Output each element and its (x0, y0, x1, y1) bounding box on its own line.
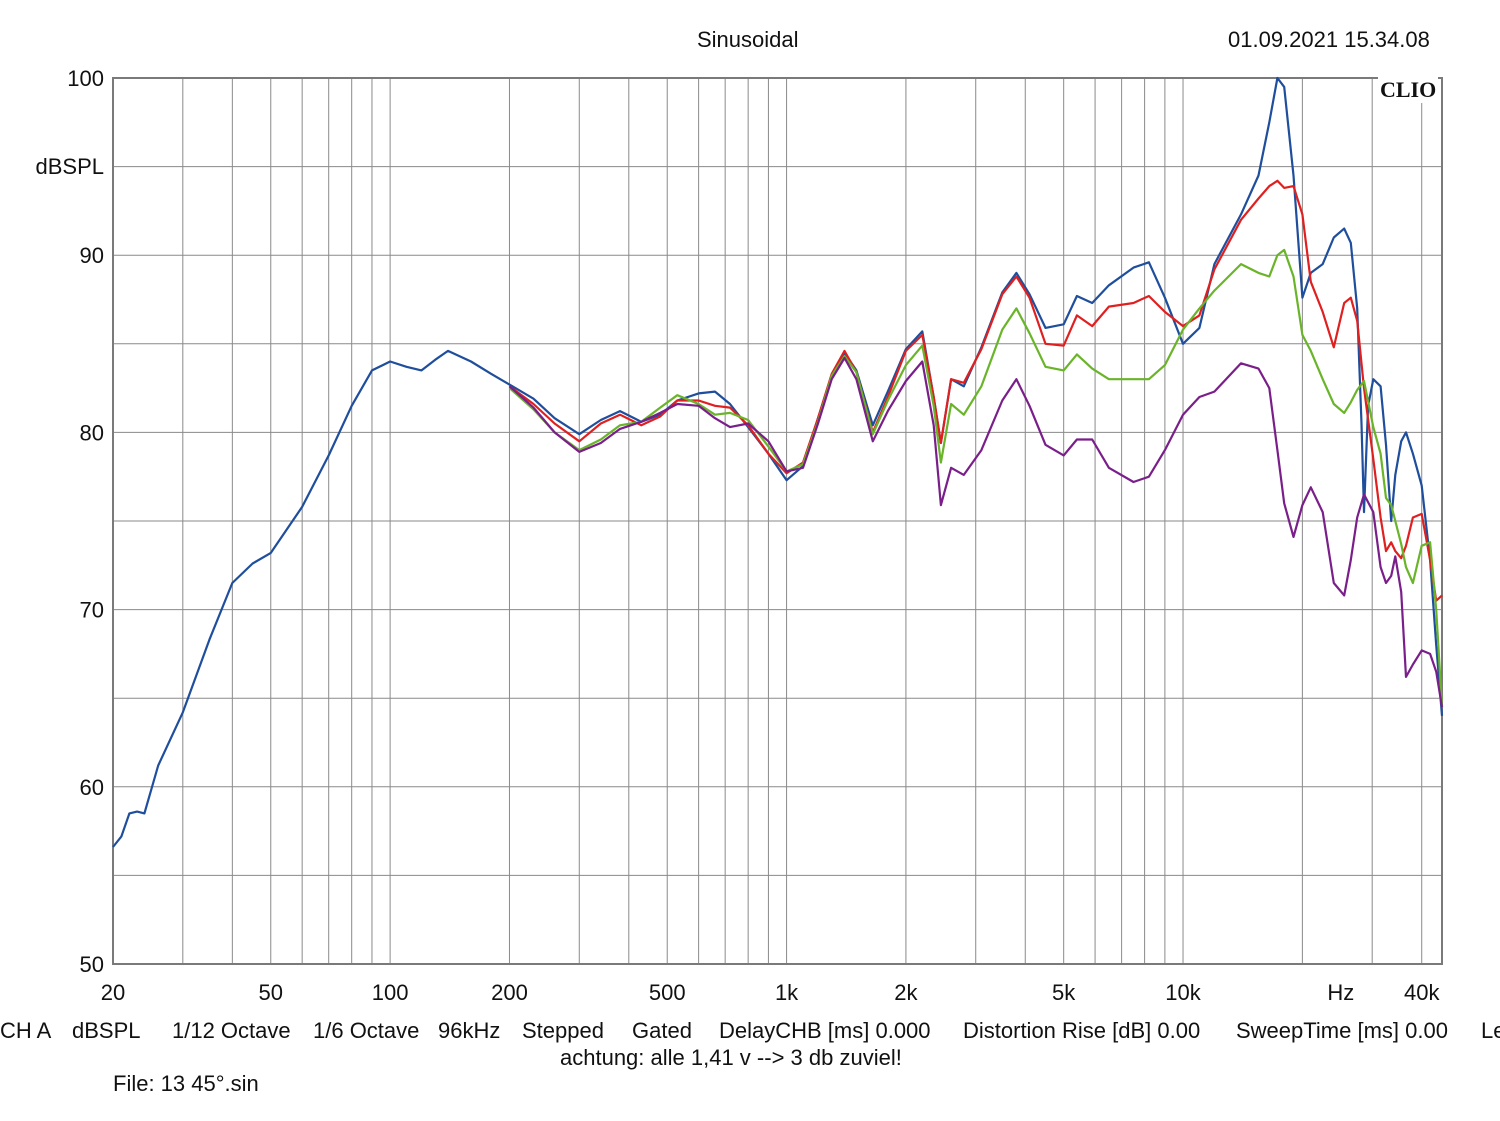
y-tick-label: 90 (80, 243, 104, 268)
series-line-red (508, 179, 1443, 602)
brand-logo: CLIO (1378, 77, 1439, 103)
chart-series (112, 76, 1444, 848)
y-tick-label: 70 (80, 598, 104, 623)
x-tick-label: 40k (1404, 980, 1440, 1000)
chart-datetime: 01.09.2021 15.34.08 (1228, 27, 1430, 52)
y-tick-label: 80 (80, 420, 104, 445)
info-sweep-time: SweepTime [ms] 0.00 (1236, 1018, 1448, 1043)
info-smoothing-1: 1/12 Octave (172, 1018, 291, 1043)
x-tick-label: 500 (649, 980, 686, 1000)
info-channel: CH A (0, 1018, 52, 1043)
info-truncated: Le (1481, 1018, 1500, 1043)
info-distortion: Distortion Rise [dB] 0.00 (963, 1018, 1201, 1043)
x-tick-label: 200 (491, 980, 528, 1000)
measurement-note: achtung: alle 1,41 v --> 3 db zuviel! (560, 1045, 902, 1070)
x-tick-label: 100 (372, 980, 409, 1000)
y-tick-label: 60 (80, 775, 104, 800)
chart-mode-title: Sinusoidal (697, 27, 799, 52)
file-name: File: 13 45°.sin (113, 1071, 259, 1096)
x-tick-label: Hz (1327, 980, 1354, 1000)
x-tick-label: 5k (1052, 980, 1076, 1000)
info-delay: DelayCHB [ms] 0.000 (719, 1018, 931, 1043)
y-tick-label: 100 (67, 66, 104, 91)
info-gating: Gated (632, 1018, 692, 1043)
frequency-response-chart: 100 90 80 70 60 50 dBSPL 20 50 100 200 500 1k 2k 5k 10k… (36, 66, 1444, 1000)
y-tick-label: 50 (80, 952, 104, 977)
x-tick-label: 2k (894, 980, 918, 1000)
y-axis-label: dBSPL (36, 154, 105, 179)
x-tick-label: 50 (259, 980, 283, 1000)
info-unit: dBSPL (72, 1018, 141, 1043)
info-smoothing-2: 1/6 Octave (313, 1018, 420, 1043)
x-tick-label: 1k (775, 980, 799, 1000)
series-line-purple (508, 356, 1444, 708)
series-line-green (508, 248, 1444, 708)
x-tick-label: 10k (1165, 980, 1201, 1000)
x-tick-label: 20 (101, 980, 125, 1000)
info-sample-rate: 96kHz (438, 1018, 501, 1043)
info-sweep-type: Stepped (522, 1018, 604, 1043)
plot-frame (112, 77, 1443, 965)
chart-grid (112, 77, 1443, 965)
chart-axis-labels: 100 90 80 70 60 50 dBSPL 20 50 100 200 500 1k 2k 5k 10k… (36, 66, 1441, 1000)
